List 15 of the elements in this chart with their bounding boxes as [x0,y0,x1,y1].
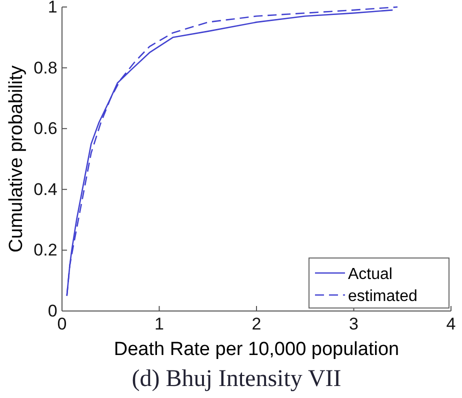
y-tick-label: 0.6 [34,119,58,138]
x-tick-label: 1 [154,314,164,334]
y-axis-title: Cumulative probability [6,65,27,252]
y-tick-label: 0.8 [34,58,58,78]
x-tick-label: 2 [252,314,262,334]
x-axis-title: Death Rate per 10,000 population [114,339,400,360]
text: (d) Bhuj Intensity VII [132,366,342,392]
legend-label: estimated [348,288,418,305]
y-tick-label: 0.2 [34,240,58,260]
x-tick-label: 3 [349,314,358,334]
legend-label: Actual [348,266,392,283]
y-tick-label: 1 [48,0,58,16]
y-tick-label: 0 [48,301,58,320]
y-tick-label: 0.4 [34,180,58,199]
x-tick-label: 4 [446,314,456,334]
